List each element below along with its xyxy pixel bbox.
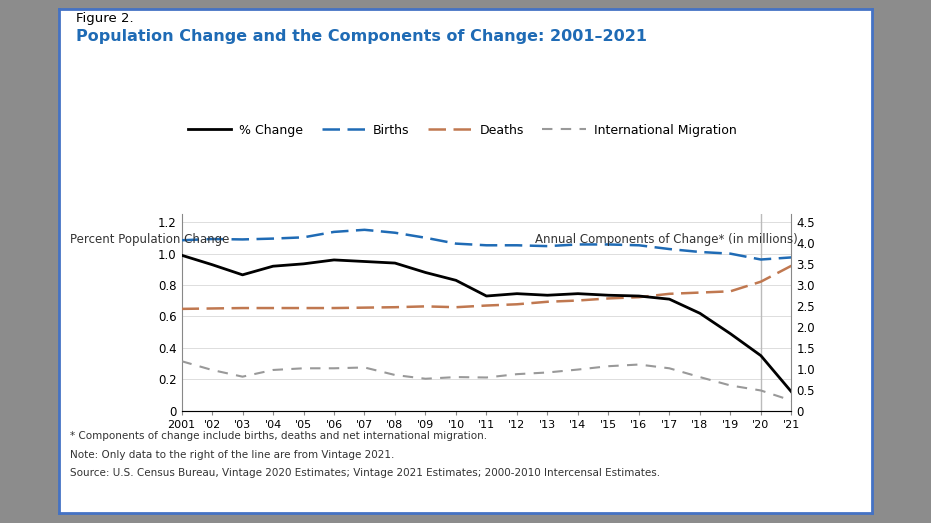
Text: Source: U.S. Census Bureau, Vintage 2020 Estimates; Vintage 2021 Estimates; 2000: Source: U.S. Census Bureau, Vintage 2020… — [70, 468, 660, 478]
Text: * Components of change include births, deaths and net international migration.: * Components of change include births, d… — [70, 431, 487, 441]
Text: Population Change and the Components of Change: 2001–2021: Population Change and the Components of … — [76, 29, 647, 44]
Text: Annual Components of Change* (in millions): Annual Components of Change* (in million… — [535, 233, 798, 246]
Text: Percent Population Change: Percent Population Change — [70, 233, 229, 246]
Text: Note: Only data to the right of the line are from Vintage 2021.: Note: Only data to the right of the line… — [70, 450, 394, 460]
Text: Figure 2.: Figure 2. — [76, 12, 134, 25]
Legend: % Change, Births, Deaths, International Migration: % Change, Births, Deaths, International … — [182, 119, 741, 142]
